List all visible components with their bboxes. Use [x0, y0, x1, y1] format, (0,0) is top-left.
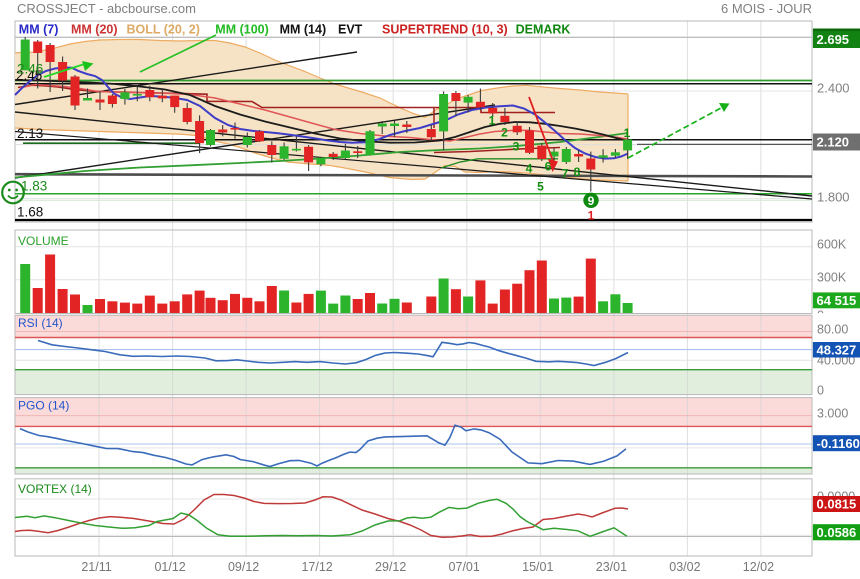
svg-text:64 515: 64 515 [817, 293, 857, 308]
svg-text:MM (100): MM (100) [215, 23, 268, 37]
svg-text:6: 6 [545, 160, 552, 174]
svg-text:EVT: EVT [338, 23, 363, 37]
svg-text:2.46: 2.46 [17, 62, 43, 77]
svg-text:BOLL (20, 2): BOLL (20, 2) [127, 23, 200, 37]
svg-text:12/02: 12/02 [743, 560, 774, 574]
svg-text:DEMARK: DEMARK [516, 23, 571, 37]
svg-text:1.800: 1.800 [817, 189, 850, 204]
svg-text:MM (14): MM (14) [280, 23, 327, 37]
svg-text:48.327: 48.327 [817, 342, 857, 357]
svg-text:07/01: 07/01 [449, 560, 480, 574]
svg-text:4: 4 [526, 162, 533, 176]
svg-text:1.83: 1.83 [21, 179, 47, 194]
svg-text:09/12: 09/12 [228, 560, 259, 574]
svg-text:01/12: 01/12 [154, 560, 185, 574]
svg-text:15/01: 15/01 [522, 560, 553, 574]
svg-text:1: 1 [489, 114, 496, 128]
svg-text:600K: 600K [817, 237, 847, 251]
svg-text:2: 2 [501, 126, 508, 140]
svg-text:0: 0 [817, 383, 824, 397]
svg-text:3.000: 3.000 [817, 406, 848, 420]
svg-text:1.68: 1.68 [17, 205, 43, 220]
svg-text:3: 3 [513, 140, 520, 154]
svg-text:0.0586: 0.0586 [817, 525, 857, 540]
svg-text:2.400: 2.400 [817, 80, 850, 95]
svg-text:MM (7): MM (7) [19, 23, 59, 37]
svg-text:8: 8 [574, 165, 581, 179]
svg-text:7: 7 [562, 167, 569, 181]
svg-text:2.120: 2.120 [817, 135, 850, 150]
svg-text:21/11: 21/11 [81, 560, 111, 574]
svg-text:2.695: 2.695 [817, 32, 850, 47]
svg-text:29/12: 29/12 [375, 560, 406, 574]
svg-text:03/02: 03/02 [669, 560, 700, 574]
svg-text:1: 1 [624, 126, 631, 140]
svg-text:17/12: 17/12 [301, 560, 332, 574]
svg-text:6 MOIS - JOUR: 6 MOIS - JOUR [721, 1, 812, 16]
svg-text:2.45: 2.45 [16, 68, 42, 83]
svg-text:MM (20): MM (20) [71, 23, 118, 37]
svg-text:2.13: 2.13 [17, 126, 43, 141]
svg-text:1: 1 [588, 209, 595, 223]
svg-text:80.00: 80.00 [817, 322, 848, 336]
svg-text:-0.1160: -0.1160 [817, 436, 860, 451]
svg-text:PGO (14): PGO (14) [18, 399, 69, 413]
svg-text:0.0815: 0.0815 [817, 497, 857, 512]
svg-text:VORTEX (14): VORTEX (14) [18, 482, 92, 496]
svg-text:RSI (14): RSI (14) [18, 316, 63, 330]
svg-text:SUPERTREND (10, 3): SUPERTREND (10, 3) [382, 23, 508, 37]
svg-text:300K: 300K [817, 270, 847, 284]
svg-text:23/01: 23/01 [596, 560, 627, 574]
svg-text:9: 9 [588, 194, 595, 208]
svg-text:CROSSJECT - abcbourse.com: CROSSJECT - abcbourse.com [17, 1, 196, 16]
svg-text:5: 5 [537, 180, 544, 194]
svg-text:VOLUME: VOLUME [18, 234, 69, 248]
